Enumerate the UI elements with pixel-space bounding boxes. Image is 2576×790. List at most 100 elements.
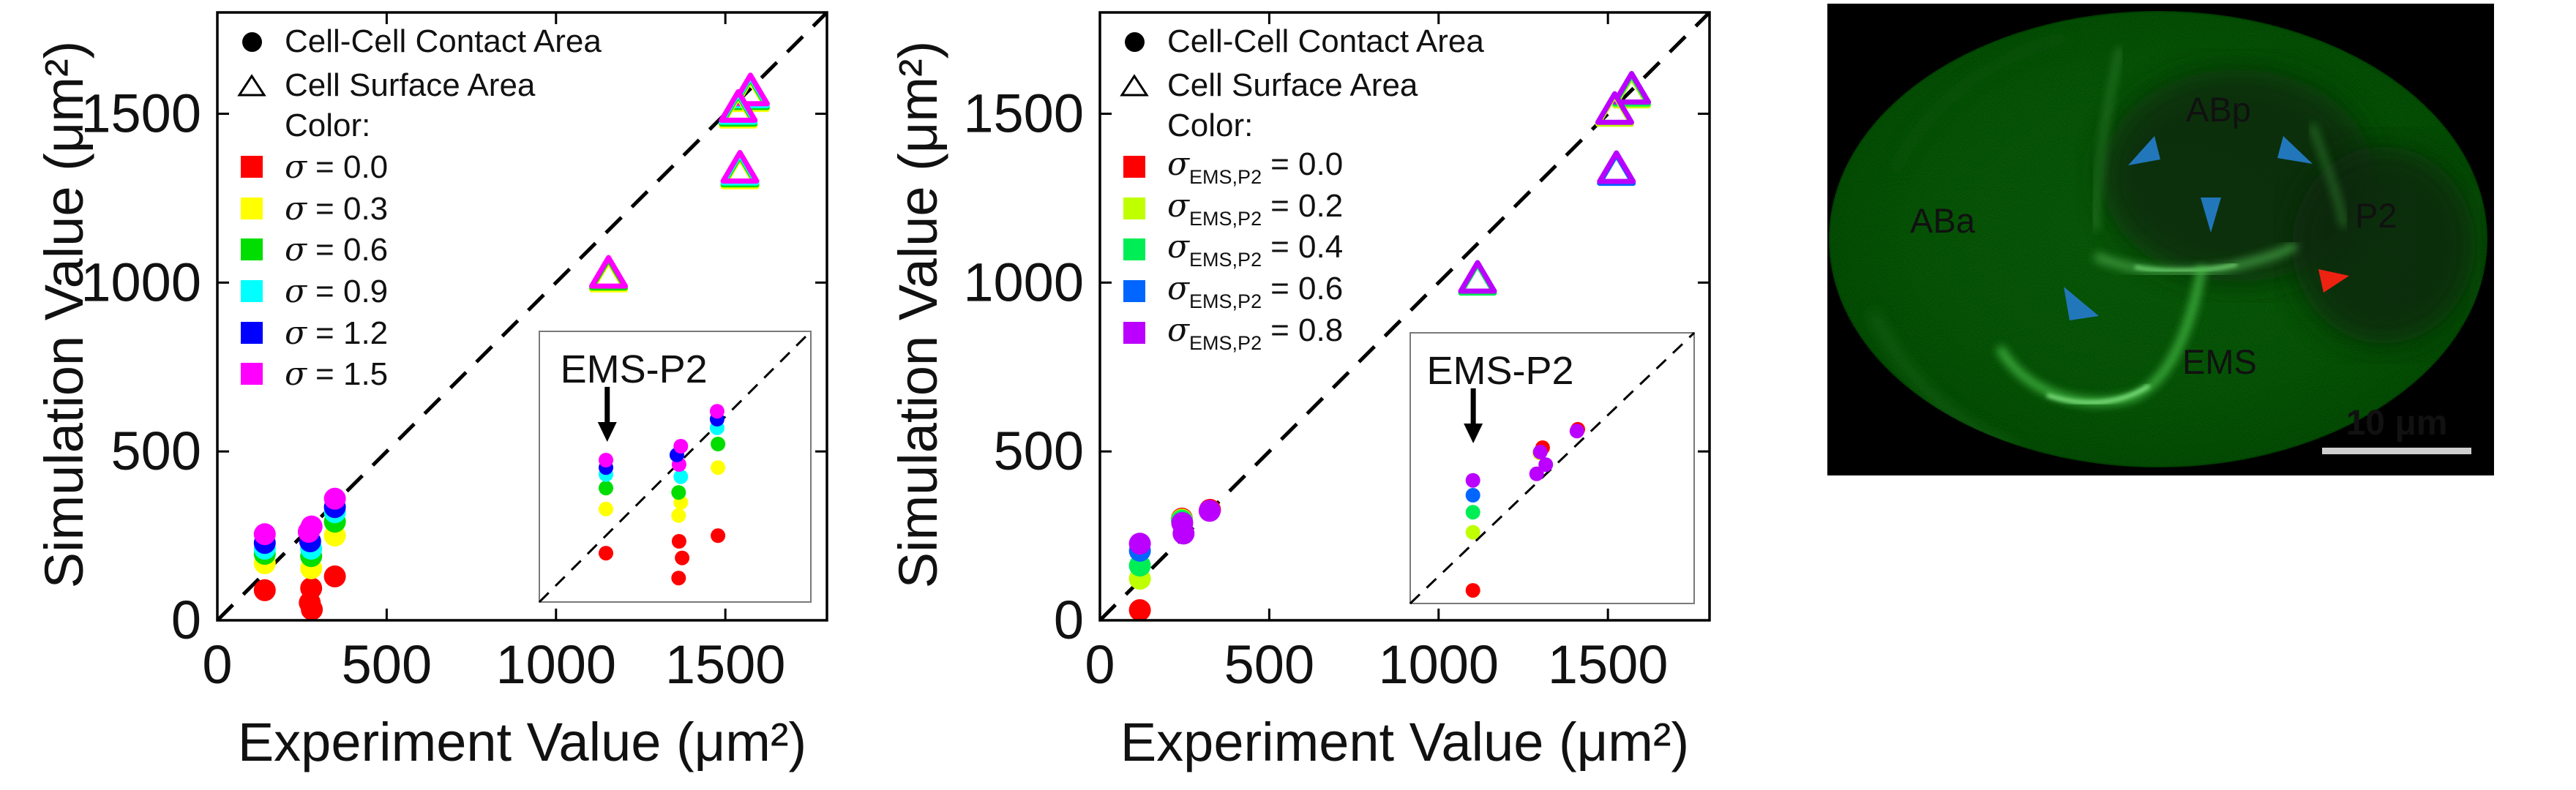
svg-text:1000: 1000 (963, 252, 1084, 312)
plot2-contact-points (1128, 499, 1221, 622)
plot2-axes: 0 500 1000 1500 0 500 1000 1500 (963, 11, 1711, 695)
legend-label: σ = 1.2 (285, 314, 389, 352)
color-swatch (241, 322, 263, 344)
svg-text:1500: 1500 (963, 83, 1084, 144)
scatter-plots-layer: EMS-P2 0 500 1000 1500 0 500 1000 1500 EMS-P2 0 500… (80, 11, 1711, 695)
blue-arrowhead-ems-top (2201, 198, 2221, 233)
red-arrowhead-ems-p2 (2318, 269, 2349, 293)
svg-text:500: 500 (994, 421, 1084, 481)
legend-label: σ = 0.9 (285, 272, 389, 310)
cell-label-ABa: ABa (1910, 201, 1976, 240)
legend-label: σ = 0.0 (285, 148, 389, 186)
plot2-legend-surface-area: Cell Surface Area (1117, 66, 1418, 105)
aba-ems-boundary (1996, 266, 2206, 406)
plot1-legend-sigma-5: σ = 1.5 (235, 354, 388, 394)
legend-label: σEMS,P2 = 0.0 (1167, 145, 1344, 188)
svg-text:500: 500 (342, 634, 432, 695)
plot1-surface-triangles (589, 72, 770, 293)
plot1-contact-points (253, 487, 346, 621)
plot2-legend-color-header: Color: (1117, 106, 1253, 146)
micrograph-annotations: ABa ABp P2 EMS 10 μm (1910, 90, 2471, 454)
open-triangle-icon (235, 73, 269, 98)
plot2-surface-triangles (1458, 70, 1652, 296)
open-triangle-icon (1117, 73, 1151, 98)
legend-label: σEMS,P2 = 0.4 (1167, 227, 1344, 271)
plot2: EMS-P2 0 500 1000 1500 0 500 1000 1500 (963, 11, 1711, 695)
plot1-legend-sigma-1: σ = 0.3 (235, 189, 388, 228)
legend-label: Cell-Cell Contact Area (1167, 23, 1484, 59)
micrograph-image: ABa ABp P2 EMS 10 μm (1827, 4, 2494, 475)
inset-label: EMS-P2 (1426, 349, 1573, 393)
plot1-legend-sigma-3: σ = 0.9 (235, 271, 388, 311)
svg-text:500: 500 (1224, 634, 1314, 695)
color-swatch (1123, 198, 1145, 219)
svg-text:0: 0 (202, 634, 232, 695)
svg-text:0: 0 (1054, 590, 1084, 650)
plot2-legend-sigma-3: σEMS,P2 = 0.6 (1117, 269, 1344, 312)
plot1-y-axis-title: Simulation Value (μm²) (34, 40, 94, 589)
plot1-legend-surface-area: Cell Surface Area (235, 66, 535, 105)
plot2-legend-sigma-2: σEMS,P2 = 0.4 (1117, 227, 1344, 271)
aba-abp-boundary (2092, 47, 2123, 231)
color-swatch (241, 280, 263, 302)
legend-label: σ = 1.5 (285, 355, 389, 393)
scale-bar-label: 10 μm (2346, 404, 2448, 443)
color-swatch (1123, 280, 1145, 302)
plot1-legend-sigma-4: σ = 1.2 (235, 313, 388, 353)
legend-label: Cell Surface Area (1167, 67, 1418, 103)
scale-bar (2322, 448, 2471, 454)
plot1-area: Cell-Cell Contact Area Cell Surface Area… (217, 12, 827, 620)
plot2-inset: EMS-P2 (1409, 331, 1696, 605)
embryo-texture (1829, 11, 2487, 467)
filled-circle-icon (1124, 31, 1145, 52)
plot1-inset: EMS-P2 (538, 330, 812, 603)
svg-text:500: 500 (111, 421, 201, 481)
plot2-legend-contact-area: Cell-Cell Contact Area (1117, 22, 1484, 61)
cell-label-P2: P2 (2355, 196, 2397, 235)
inset-arrow (597, 421, 617, 442)
plot2-area: Cell-Cell Contact Area Cell Surface Area… (1100, 12, 1710, 620)
cell-label-ABp: ABp (2186, 90, 2251, 129)
legend-label: σEMS,P2 = 0.2 (1167, 187, 1344, 230)
color-swatch (1123, 238, 1145, 260)
legend-label: σ = 0.6 (285, 230, 389, 268)
plot1-legend-sigma-2: σ = 0.6 (235, 230, 388, 269)
legend-label: σ = 0.3 (285, 189, 389, 227)
legend-label: Cell-Cell Contact Area (285, 23, 602, 59)
color-swatch (241, 156, 263, 178)
blue-arrowhead-abp-left (2128, 136, 2160, 165)
blue-arrowhead-aba-ems (2064, 287, 2099, 320)
plot1: EMS-P2 0 500 1000 1500 0 500 1000 1500 (80, 11, 828, 695)
inset-label: EMS-P2 (561, 347, 708, 391)
fluorescence-micrograph: ABa ABp P2 EMS 10 μm (1827, 4, 2494, 475)
svg-text:1500: 1500 (665, 634, 786, 695)
cell-label-EMS: EMS (2182, 342, 2257, 381)
legend-label: Color: (285, 108, 371, 143)
legend-label: Cell Surface Area (285, 67, 536, 103)
legend-label: Color: (1167, 108, 1254, 143)
plot1-legend-color-header: Color: (235, 106, 370, 146)
color-swatch (1123, 156, 1145, 178)
svg-text:1000: 1000 (1378, 634, 1499, 695)
color-swatch (1123, 322, 1145, 344)
color-swatch (241, 198, 263, 219)
filled-circle-icon (242, 31, 262, 52)
plot2-legend-sigma-0: σEMS,P2 = 0.0 (1117, 145, 1344, 188)
svg-text:1500: 1500 (1548, 634, 1669, 695)
plot1-x-axis-title: Experiment Value (μm²) (237, 712, 807, 772)
plot1-axes: 0 500 1000 1500 0 500 1000 1500 (80, 11, 828, 695)
abp-p2-boundary (2309, 123, 2347, 227)
inset-arrow (1464, 423, 1483, 443)
svg-text:1500: 1500 (80, 83, 201, 144)
color-swatch (241, 238, 263, 260)
plot2-legend-sigma-1: σEMS,P2 = 0.2 (1117, 187, 1344, 230)
svg-text:0: 0 (171, 590, 201, 650)
plot1-legend-contact-area: Cell-Cell Contact Area (235, 22, 602, 61)
svg-text:1000: 1000 (495, 634, 616, 695)
plot2-legend-sigma-4: σEMS,P2 = 0.8 (1117, 311, 1344, 354)
plot2-y-axis-title: Simulation Value (μm²) (888, 40, 948, 589)
legend-label: σEMS,P2 = 0.8 (1167, 311, 1344, 354)
legend-label: σEMS,P2 = 0.6 (1167, 269, 1344, 312)
